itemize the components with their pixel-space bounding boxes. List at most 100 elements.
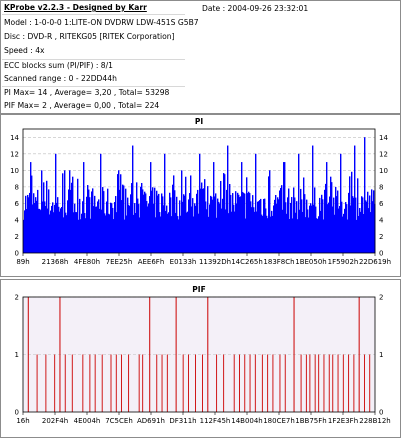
y-tick-label-left: 8 [15, 183, 19, 191]
y-tick-label-left: 0 [15, 250, 19, 258]
pi-bar [372, 201, 374, 253]
pi-bar [273, 205, 275, 253]
y-tick-label-left: 6 [15, 200, 20, 208]
pi-bar [223, 173, 225, 253]
pi-bar [155, 217, 157, 253]
pi-bar [161, 193, 163, 253]
pi-bar [285, 202, 287, 253]
pi-bar [359, 207, 361, 253]
y-tick-label-right: 6 [379, 200, 384, 208]
pi-bar [298, 153, 300, 253]
pi-bar [33, 193, 35, 253]
pi-bar [307, 209, 309, 253]
pi-bar [365, 200, 367, 253]
pi-bar [337, 190, 339, 253]
pi-bar [62, 173, 64, 253]
pi-bar [23, 219, 25, 253]
pi-bar [144, 191, 146, 253]
pi-bar [240, 196, 242, 253]
pi-bar [46, 180, 48, 253]
pi-bar [348, 192, 350, 253]
pi-bar [58, 206, 60, 253]
pi-bar [232, 193, 234, 253]
pi-bar [41, 170, 43, 253]
pi-bar [198, 213, 200, 253]
x-tick-label: 112F45h [200, 417, 231, 425]
pi-bar [184, 195, 186, 253]
pi-bar [152, 187, 154, 253]
pi-bar [333, 197, 335, 253]
y-tick-label-right: 8 [379, 183, 383, 191]
pi-bar [303, 177, 305, 253]
pi-bar [59, 211, 61, 253]
x-tick-label: 1F2E3Fh [328, 417, 358, 425]
pi-bar [346, 204, 348, 253]
pi-bar [178, 219, 180, 253]
pi-bar [114, 202, 116, 253]
pi-bar [45, 205, 47, 253]
pi-bar [292, 218, 294, 253]
pi-bar [167, 213, 169, 253]
x-tick-label: 1BE050h [295, 258, 326, 266]
pi-bar [126, 215, 128, 253]
pi-bar [125, 188, 127, 253]
pi-bar [73, 212, 75, 253]
pi-bar [150, 162, 152, 253]
pi-bar [214, 196, 216, 253]
pi-bar [286, 213, 288, 253]
pi-bar [293, 187, 295, 253]
pi-bar [349, 176, 351, 253]
pi-bar [100, 153, 102, 253]
pi-bar [172, 184, 174, 253]
pi-bar [102, 187, 104, 253]
pi-bar [40, 210, 42, 253]
pi-bar [327, 204, 329, 253]
pi-bar [325, 183, 327, 253]
pi-bar [185, 176, 187, 253]
pi-bar [201, 182, 203, 253]
pi-bar [357, 178, 359, 253]
pi-bar [188, 199, 190, 253]
pi-bar [341, 201, 343, 253]
pi-bar [78, 219, 80, 253]
pi-bar [340, 153, 342, 253]
pi-bar [42, 201, 44, 253]
pi-bar [69, 170, 71, 253]
pi-bar [104, 213, 106, 253]
pi-bar [310, 203, 312, 253]
pi-bar [319, 197, 321, 253]
pi-bar [37, 189, 39, 253]
y-tick-label-right: 10 [379, 167, 388, 175]
pi-bar [250, 201, 252, 253]
pi-bar [43, 182, 45, 253]
pi-bar [108, 213, 110, 253]
pi-bar [252, 195, 254, 253]
pi-bar [329, 196, 331, 253]
y-tick-label-left: 0 [15, 409, 19, 417]
pi-bar [361, 196, 363, 253]
pi-bar [342, 216, 344, 253]
pi-bar [137, 198, 139, 253]
y-tick-label-right: 12 [379, 150, 388, 158]
pi-bar [197, 189, 199, 253]
pi-bar [30, 162, 32, 253]
pi-bar [321, 194, 323, 253]
pi-bar [231, 211, 233, 253]
pi-bar [128, 204, 130, 253]
pi-bar [290, 202, 292, 253]
pi-bar [189, 193, 191, 253]
pi-bar [139, 217, 141, 253]
pi-bar [53, 212, 55, 253]
pi-bar [142, 189, 144, 253]
pif-chart: PIF 0 0 1 1 2 2 16h 202F4h 4E004h 7C5CEh AD691h DF31… [15, 285, 391, 425]
pi-bar [169, 192, 171, 253]
x-tick-label: 4E004h [74, 417, 101, 425]
pi-bar [84, 213, 86, 253]
pi-bar [135, 212, 137, 253]
pi-bar [154, 187, 156, 253]
pi-bar [336, 196, 338, 253]
pi-bar [49, 214, 51, 253]
pi-bar [87, 185, 89, 253]
pi-bar [51, 205, 53, 253]
pi-bar [74, 203, 76, 253]
